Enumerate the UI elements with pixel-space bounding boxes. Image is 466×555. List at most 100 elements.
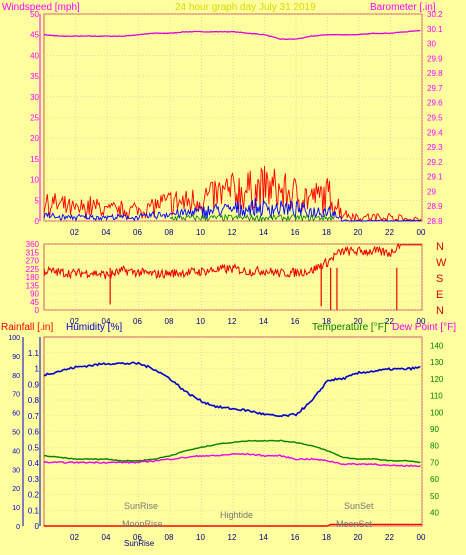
x-tick-label: 08: [165, 228, 174, 237]
moonset-annotation: MoonSet: [336, 519, 373, 529]
y-tick-label-wind: 50: [30, 10, 39, 19]
x-tick-label: 22: [385, 533, 394, 542]
x-tick-label: 08: [165, 533, 174, 542]
wind-direction-line: [43, 242, 422, 280]
y-tick-label-rainfall: 1.1: [28, 349, 40, 358]
y-tick-label-temperature: 120: [430, 375, 444, 384]
y-tick-label-rainfall: 0.9: [28, 380, 40, 389]
y-tick-label-direction: 270: [26, 257, 40, 266]
windspeed-axis-title: Windspeed [mph]: [2, 2, 80, 13]
x-tick-label: 14: [259, 228, 268, 237]
direction-label-e: E: [436, 289, 443, 301]
barometer-line: [43, 29, 421, 40]
y-tick-label-barometer: 29.7: [427, 84, 443, 93]
x-tick-label: 04: [102, 533, 111, 542]
y-tick-label-rainfall: 0.1: [28, 506, 40, 515]
x-tick-label: 20: [354, 533, 363, 542]
x-tick-label: 22: [385, 317, 394, 326]
hightide-annotation: Hightide: [220, 510, 253, 520]
x-tick-label: 18: [322, 317, 331, 326]
x-tick-label: 04: [102, 317, 111, 326]
x-tick-label: 22: [385, 228, 394, 237]
y-tick-label-direction: 180: [26, 273, 40, 282]
dewpoint-axis-title: Dew Point [°F]: [392, 322, 456, 333]
y-tick-label-barometer: 28.8: [427, 217, 443, 226]
wind-gust-line: [43, 165, 422, 223]
y-tick-label-humidity: 50: [12, 430, 20, 437]
y-tick-label-barometer: 29.2: [427, 158, 443, 167]
wind-low-line: [169, 213, 335, 223]
y-tick-label-humidity: 30: [12, 467, 20, 474]
y-tick-label-barometer: 29.4: [427, 128, 443, 137]
y-tick-label-barometer: 29.5: [427, 114, 443, 123]
y-tick-label-rainfall: 0: [35, 522, 40, 531]
barometer-axis-title: Barometer [.in]: [370, 2, 436, 13]
chart-title: 24 hour graph day July 31 2019: [175, 2, 316, 13]
y-tick-label-wind: 5: [35, 196, 40, 205]
y-tick-label-direction: 135: [26, 281, 40, 290]
y-tick-label-rainfall: 0.2: [28, 491, 40, 500]
x-tick-label: 16: [291, 228, 300, 237]
y-tick-label-rainfall: 0.5: [28, 443, 40, 452]
x-tick-label: 02: [70, 533, 79, 542]
y-tick-label-temperature: 70: [430, 458, 439, 467]
x-tick-label: 20: [354, 228, 363, 237]
direction-label-n-top: N: [436, 241, 444, 253]
rainfall-line: [44, 523, 422, 527]
y-tick-label-barometer: 29.9: [427, 54, 443, 63]
y-tick-label-direction: 45: [30, 298, 39, 307]
y-tick-label-barometer: 30.2: [427, 10, 443, 19]
y-tick-label-direction: 315: [26, 248, 40, 257]
x-tick-label: 06: [133, 533, 142, 542]
x-tick-label: 00: [417, 317, 426, 326]
wind-average-line: [43, 197, 422, 222]
x-tick-label: 10: [196, 317, 205, 326]
y-tick-label-barometer: 30: [427, 40, 436, 49]
y-tick-label-wind: 20: [30, 134, 39, 143]
y-tick-label-wind: 25: [30, 114, 39, 123]
x-tick-label: 14: [259, 533, 268, 542]
y-tick-label-barometer: 30.1: [427, 25, 443, 34]
x-tick-label: 18: [322, 228, 331, 237]
x-tick-label: 10: [196, 228, 205, 237]
x-tick-label: 16: [291, 317, 300, 326]
y-tick-label-humidity: 10: [12, 505, 20, 512]
y-tick-label-barometer: 28.9: [427, 202, 443, 211]
x-tick-label: 06: [133, 228, 142, 237]
y-tick-label-temperature: 90: [430, 425, 439, 434]
y-tick-label-wind: 0: [35, 217, 40, 226]
sunrise-annotation: SunRise: [124, 501, 158, 511]
y-tick-label-wind: 45: [30, 31, 39, 40]
y-tick-label-humidity: 20: [12, 486, 20, 493]
x-tick-label: 20: [354, 317, 363, 326]
y-tick-label-direction: 0: [35, 306, 40, 315]
y-tick-label-barometer: 29.6: [427, 99, 443, 108]
y-tick-label-temperature: 50: [430, 492, 439, 501]
x-tick-label: 12: [228, 317, 237, 326]
humidity-line: [43, 361, 421, 418]
x-tick-label: 00: [417, 228, 426, 237]
y-tick-label-direction: 225: [26, 265, 40, 274]
y-tick-label-barometer: 29.8: [427, 69, 443, 78]
sunrise-axis-annotation: SunRise: [124, 539, 155, 548]
y-tick-label-rainfall: 0.4: [28, 459, 40, 468]
y-tick-label-humidity: 40: [12, 448, 20, 455]
direction-label-n-bottom: N: [436, 305, 444, 317]
y-tick-label-rainfall: 1: [35, 365, 40, 374]
direction-label-w: W: [436, 257, 447, 269]
y-tick-label-temperature: 100: [430, 408, 444, 417]
moonrise-annotation: MoonRise: [122, 519, 163, 529]
y-tick-label-humidity: 60: [12, 411, 20, 418]
x-tick-label: 12: [228, 228, 237, 237]
y-tick-label-humidity: 100: [8, 335, 20, 342]
y-tick-label-direction: 90: [30, 290, 39, 299]
y-tick-label-wind: 30: [30, 93, 39, 102]
x-tick-label: 10: [196, 533, 205, 542]
y-tick-label-rainfall: 0.6: [28, 428, 40, 437]
humidity-axis-title: Humidity [%]: [66, 322, 122, 333]
x-tick-label: 12: [228, 533, 237, 542]
y-tick-label-rainfall: 0.7: [28, 412, 40, 421]
x-tick-label: 14: [259, 317, 268, 326]
y-tick-label-temperature: 60: [430, 475, 439, 484]
